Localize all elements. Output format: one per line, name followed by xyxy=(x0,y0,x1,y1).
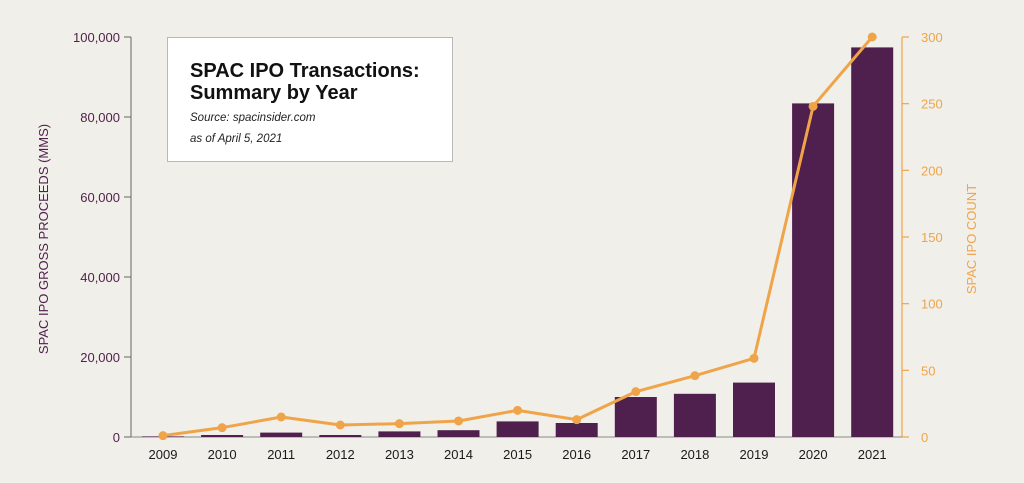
y-left-tick-label: 100,000 xyxy=(73,30,120,45)
x-tick-label: 2013 xyxy=(385,447,414,462)
chart-title-box: SPAC IPO Transactions: Summary by Year S… xyxy=(167,37,453,162)
x-tick-label: 2016 xyxy=(562,447,591,462)
count-point xyxy=(276,412,286,422)
y-right-tick-label: 250 xyxy=(921,97,943,112)
x-tick-label: 2021 xyxy=(858,447,887,462)
count-point xyxy=(749,353,759,363)
x-tick-label: 2015 xyxy=(503,447,532,462)
chart-as-of: as of April 5, 2021 xyxy=(190,133,283,145)
y-left-tick-label: 0 xyxy=(113,430,120,445)
y-right-tick-label: 50 xyxy=(921,363,935,378)
count-point xyxy=(808,101,818,111)
count-point xyxy=(394,419,404,429)
x-tick-label: 2014 xyxy=(444,447,473,462)
chart-title-line-1: SPAC IPO Transactions: xyxy=(190,60,420,82)
y-left-tick-label: 40,000 xyxy=(80,270,120,285)
bar xyxy=(319,435,362,437)
count-point xyxy=(867,32,877,42)
y-right-tick-label: 0 xyxy=(921,430,928,445)
bar xyxy=(614,397,657,437)
x-tick-label: 2009 xyxy=(149,447,178,462)
y-left-tick-label: 60,000 xyxy=(80,190,120,205)
count-point xyxy=(217,423,227,433)
x-tick-label: 2012 xyxy=(326,447,355,462)
bar xyxy=(201,435,244,437)
x-tick-label: 2019 xyxy=(740,447,769,462)
count-point xyxy=(513,405,523,415)
y-right-tick-label: 200 xyxy=(921,163,943,178)
count-point xyxy=(631,387,641,397)
count-point xyxy=(335,420,345,430)
y-left-tick-label: 20,000 xyxy=(80,350,120,365)
x-tick-label: 2020 xyxy=(799,447,828,462)
bar xyxy=(437,430,480,437)
bar xyxy=(260,432,303,437)
y-right-tick-label: 300 xyxy=(921,30,943,45)
x-tick-label: 2018 xyxy=(680,447,709,462)
y-right-tick-label: 100 xyxy=(921,297,943,312)
chart-source: Source: spacinsider.com xyxy=(190,112,316,124)
chart-title-line-2: Summary by Year xyxy=(190,82,358,104)
bar xyxy=(496,421,539,437)
x-tick-label: 2017 xyxy=(621,447,650,462)
y-left-tick-label: 80,000 xyxy=(80,110,120,125)
bar xyxy=(555,423,598,437)
y-right-axis-title: SPAC IPO COUNT xyxy=(964,184,979,294)
y-right-tick-label: 150 xyxy=(921,230,943,245)
bar xyxy=(733,382,775,437)
count-point xyxy=(572,415,582,425)
bar xyxy=(851,47,894,438)
count-point xyxy=(454,416,463,426)
x-tick-label: 2011 xyxy=(267,447,295,462)
x-tick-label: 2010 xyxy=(208,447,237,462)
count-point xyxy=(158,431,168,441)
bar xyxy=(673,393,716,437)
bar xyxy=(378,431,421,437)
count-point xyxy=(690,371,700,381)
y-left-axis-title: SPAC IPO GROSS PROCEEDS (MMS) xyxy=(36,124,51,354)
bar xyxy=(792,103,835,438)
